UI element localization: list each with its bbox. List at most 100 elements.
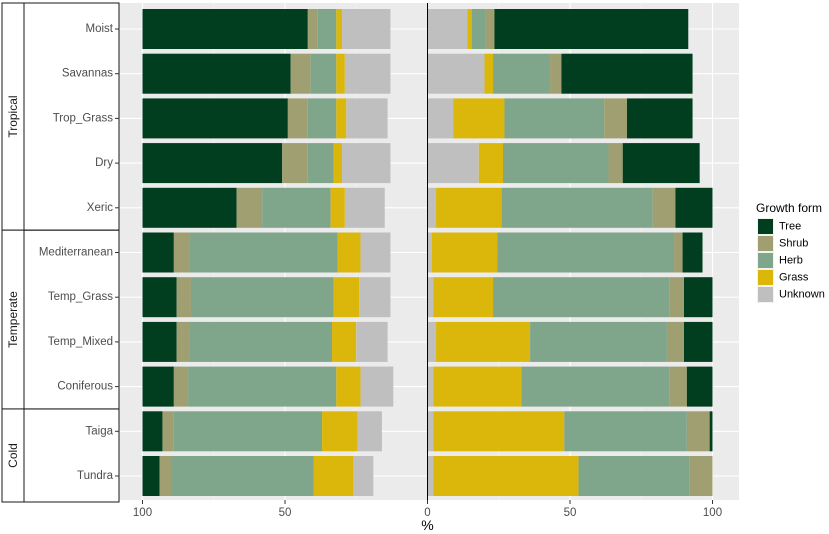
bar-segment-left-temp-mixed-herb [189, 321, 333, 362]
bar-segment-right-savannas-tree [561, 53, 693, 94]
bar-segment-left-taiga-tree [142, 411, 163, 452]
legend-swatch-grass [758, 270, 773, 285]
bar-segment-left-tundra-tree [142, 456, 160, 496]
bar-segment-left-moist-tree [142, 9, 308, 49]
bar-segment-left-temp-grass-tree [142, 277, 177, 318]
bar-segment-left-temp-mixed-grass [332, 321, 357, 362]
bar-segment-left-temp-grass-herb [190, 277, 334, 318]
bar-segment-left-temp-mixed-shrub [176, 321, 190, 362]
category-label-temp-grass: Temp_Grass [48, 291, 113, 303]
bar-segment-right-coniferous-herb [521, 366, 670, 407]
bar-segment-right-savannas-grass [484, 53, 494, 94]
legend-label-unknown: Unknown [779, 289, 825, 301]
bar-segment-left-trop-grass-grass [336, 98, 347, 139]
category-label-xeric: Xeric [87, 202, 113, 214]
bar-segment-left-xeric-unknown [344, 187, 385, 228]
bar-segment-right-temp-grass-shrub [669, 277, 684, 318]
bar-segment-right-temp-mixed-herb [530, 321, 667, 362]
bar-segment-right-temp-mixed-grass [436, 321, 531, 362]
bar-segment-left-savannas-shrub [290, 53, 311, 94]
bar-segment-right-moist-grass [467, 9, 472, 49]
bar-segment-right-temp-grass-herb [493, 277, 670, 318]
bar-segment-right-taiga-shrub [686, 411, 710, 452]
bar-segment-left-dry-grass [333, 143, 342, 184]
category-label-tundra: Tundra [77, 470, 114, 482]
bar-segment-left-moist-herb [317, 9, 337, 49]
bar-segment-left-moist-grass [336, 9, 342, 49]
legend-label-tree: Tree [779, 221, 801, 233]
bar-segment-left-trop-grass-tree [142, 98, 288, 139]
bar-segment-left-moist-shrub [307, 9, 318, 49]
category-label-dry: Dry [95, 157, 113, 169]
bar-segment-right-mediterranean-unknown [427, 232, 432, 273]
bar-segment-left-taiga-unknown [357, 411, 382, 452]
bar-segment-right-trop-grass-shrub [604, 98, 627, 139]
bar-segment-right-xeric-grass [436, 187, 502, 228]
category-label-mediterranean: Mediterranean [39, 247, 113, 259]
bar-segment-left-temp-mixed-unknown [356, 321, 388, 362]
bar-segment-left-mediterranean-herb [189, 232, 338, 273]
x-tick-label: 100 [703, 507, 722, 519]
x-axis-ticks: 100 50 0 50 100 [133, 500, 722, 519]
bar-segment-right-coniferous-shrub [669, 366, 687, 407]
bar-segment-right-trop-grass-unknown [427, 98, 454, 139]
bar-segment-left-mediterranean-unknown [360, 232, 391, 273]
bar-segment-right-trop-grass-grass [453, 98, 505, 139]
legend-label-shrub: Shrub [779, 238, 808, 250]
bar-segment-left-savannas-herb [310, 53, 337, 94]
bar-segment-right-mediterranean-shrub [674, 232, 683, 273]
bar-segment-left-temp-grass-shrub [176, 277, 191, 318]
bar-segment-left-mediterranean-tree [142, 232, 174, 273]
bar-segment-left-trop-grass-unknown [346, 98, 388, 139]
bar-segment-left-tundra-herb [171, 456, 314, 496]
bar-segment-right-tundra-grass [433, 456, 579, 496]
bar-segment-left-moist-unknown [342, 9, 391, 49]
x-tick-label: 100 [133, 507, 152, 519]
bar-segment-left-taiga-shrub [162, 411, 174, 452]
bar-segment-left-temp-mixed-tree [142, 321, 177, 362]
bar-segment-right-moist-herb [471, 9, 486, 49]
bar-segment-left-tundra-shrub [159, 456, 171, 496]
bar-segment-right-xeric-herb [501, 187, 653, 228]
bar-segment-right-taiga-herb [564, 411, 687, 452]
bar-segment-left-tundra-unknown [353, 456, 374, 496]
bar-segment-right-moist-unknown [427, 9, 468, 49]
bar-segment-right-dry-unknown [427, 143, 479, 184]
bar-segment-left-xeric-grass [330, 187, 345, 228]
bar-segment-left-temp-grass-unknown [359, 277, 391, 318]
bar-segment-left-mediterranean-shrub [173, 232, 190, 273]
bar-segment-left-savannas-tree [142, 53, 291, 94]
bar-segment-right-trop-grass-herb [504, 98, 605, 139]
bar-segment-left-trop-grass-herb [307, 98, 337, 139]
facet-label-box-cold [23, 408, 120, 503]
bar-segment-left-coniferous-shrub [173, 366, 189, 407]
bar-segment-right-moist-tree [494, 9, 689, 49]
bar-segment-right-tundra-unknown [427, 456, 434, 496]
legend-label-grass: Grass [779, 272, 809, 284]
bar-segment-right-temp-mixed-shrub [666, 321, 684, 362]
bar-segment-right-dry-herb [503, 143, 609, 184]
x-tick-label: 0 [424, 507, 430, 519]
bar-segment-left-dry-herb [307, 143, 334, 184]
facet-strips: Tropical Temperate Cold [1, 2, 120, 503]
bar-segment-left-xeric-shrub [236, 187, 263, 228]
category-label-moist: Moist [86, 23, 114, 35]
bar-segment-right-taiga-tree [709, 411, 713, 452]
bar-segment-right-temp-grass-unknown [427, 277, 434, 318]
bar-segment-right-mediterranean-herb [497, 232, 675, 273]
bar-segment-left-tundra-grass [313, 456, 354, 496]
bar-segment-left-coniferous-grass [336, 366, 361, 407]
bar-segment-left-temp-grass-grass [333, 277, 360, 318]
bar-segment-left-mediterranean-grass [337, 232, 361, 273]
bar-segment-left-xeric-herb [262, 187, 331, 228]
bar-segment-right-savannas-shrub [550, 53, 562, 94]
category-label-savannas: Savannas [62, 68, 113, 80]
bar-segment-right-temp-mixed-unknown [427, 321, 437, 362]
bar-segment-right-taiga-unknown [427, 411, 434, 452]
bar-segment-right-taiga-grass [433, 411, 565, 452]
bar-segment-left-savannas-unknown [344, 53, 391, 94]
category-labels: Moist Savannas Trop_Grass Dry Xeric Mediterra… [39, 23, 119, 482]
legend-swatch-herb [758, 253, 773, 268]
legend-swatch-unknown [758, 287, 773, 302]
bar-segment-right-mediterranean-grass [431, 232, 498, 273]
